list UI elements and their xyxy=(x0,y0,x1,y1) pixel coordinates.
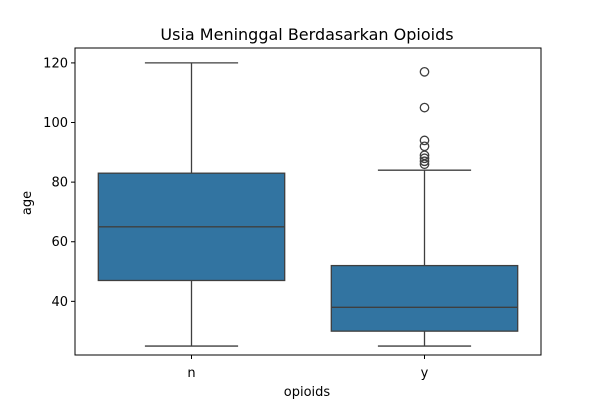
outlier-point xyxy=(419,66,430,77)
plot-area-frame xyxy=(74,47,542,356)
outlier-point xyxy=(419,102,430,113)
y-axis-label: age xyxy=(20,191,35,215)
outlier-point xyxy=(419,156,430,167)
y-axis: 40 60 80 100 120 xyxy=(43,56,75,310)
plot-marks xyxy=(97,62,519,347)
box-group-y xyxy=(330,66,519,347)
outlier-point xyxy=(419,141,430,152)
y-tick-label: 40 xyxy=(51,295,68,310)
y-tick-label: 100 xyxy=(43,116,68,131)
y-tick-label: 80 xyxy=(51,176,68,191)
box-group-n xyxy=(97,62,286,347)
chart-title: Usia Meninggal Berdasarkan Opioids xyxy=(160,25,453,44)
y-tick-label: 120 xyxy=(43,56,68,71)
x-tick-label: n xyxy=(187,366,195,381)
x-tick-label: y xyxy=(421,366,429,381)
outlier-point xyxy=(419,153,430,164)
x-axis-label: opioids xyxy=(284,385,331,400)
outlier-point xyxy=(419,135,430,146)
y-tick-label: 60 xyxy=(51,235,68,250)
box-iqr xyxy=(330,264,519,332)
